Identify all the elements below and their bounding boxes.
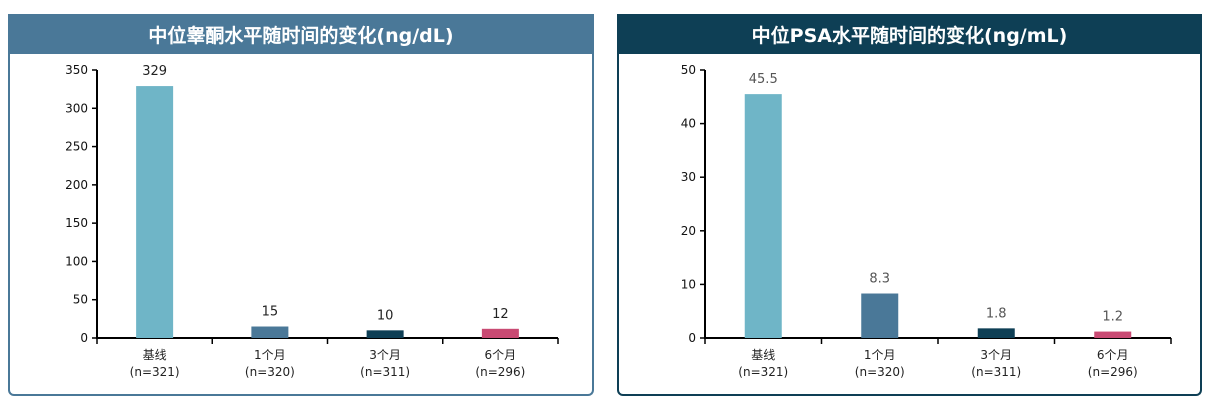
bar	[136, 86, 174, 338]
y-tick-label: 40	[681, 117, 696, 131]
x-tick-sublabel: (n=311)	[360, 365, 410, 379]
y-tick-label: 50	[73, 293, 88, 307]
data-label: 8.3	[869, 272, 890, 287]
x-tick-label: 3个月	[369, 348, 401, 362]
x-tick-label: 基线	[751, 348, 775, 362]
x-tick-sublabel: (n=296)	[475, 365, 525, 379]
x-tick-sublabel: (n=320)	[245, 365, 295, 379]
x-tick-label: 基线	[143, 348, 167, 362]
y-tick-label: 350	[65, 63, 88, 77]
y-tick-label: 30	[681, 170, 696, 184]
x-tick-sublabel: (n=321)	[738, 365, 788, 379]
y-tick-label: 50	[681, 63, 696, 77]
x-tick-sublabel: (n=311)	[971, 365, 1021, 379]
data-label: 329	[142, 64, 167, 79]
data-label: 10	[377, 308, 394, 323]
data-label: 15	[262, 305, 279, 320]
bar	[861, 293, 899, 338]
x-tick-sublabel: (n=321)	[130, 365, 180, 379]
x-tick-sublabel: (n=320)	[855, 365, 905, 379]
bar	[251, 326, 289, 338]
x-tick-sublabel: (n=296)	[1088, 365, 1138, 379]
bar	[366, 330, 404, 338]
x-tick-label: 1个月	[864, 348, 896, 362]
data-label: 45.5	[749, 72, 778, 87]
y-tick-label: 10	[681, 277, 696, 291]
y-tick-label: 200	[65, 178, 88, 192]
x-tick-label: 3个月	[980, 348, 1012, 362]
bar	[1094, 331, 1132, 338]
y-tick-label: 20	[681, 224, 696, 238]
testosterone-chart-panel: 中位睾酮水平随时间的变化(ng/dL)	[8, 14, 594, 396]
data-label: 1.2	[1102, 310, 1123, 325]
x-tick-label: 1个月	[254, 348, 286, 362]
chart-title: 中位睾酮水平随时间的变化(ng/dL)	[8, 14, 594, 54]
y-tick-label: 100	[65, 254, 88, 268]
y-tick-label: 0	[80, 331, 88, 345]
y-tick-label: 150	[65, 216, 88, 230]
chart-title: 中位PSA水平随时间的变化(ng/mL)	[617, 14, 1202, 54]
bar	[744, 94, 782, 339]
x-tick-label: 6个月	[485, 348, 517, 362]
y-tick-label: 300	[65, 101, 88, 115]
y-tick-label: 250	[65, 140, 88, 154]
bar	[481, 328, 519, 338]
data-label: 1.8	[986, 306, 1007, 321]
bar	[977, 328, 1015, 338]
y-tick-label: 0	[688, 331, 696, 345]
data-label: 12	[492, 307, 509, 322]
x-tick-label: 6个月	[1097, 348, 1129, 362]
